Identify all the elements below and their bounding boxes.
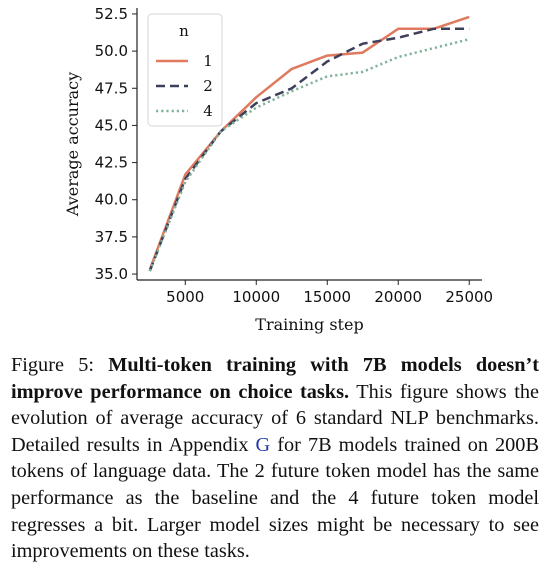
y-axis-label: Average accuracy — [63, 72, 82, 217]
legend-title: n — [179, 22, 189, 40]
figure-caption: Figure 5: Multi-token training with 7B m… — [11, 352, 539, 565]
caption-label: Figure 5: — [11, 354, 94, 376]
chart-canvas: 35.0 37.5 40.0 42.5 45.0 47.5 50.0 52.5 5000 1000… — [63, 5, 493, 334]
y-tick-label: 47.5 — [95, 79, 128, 97]
legend-box — [147, 13, 223, 127]
x-tick-label: 5000 — [166, 288, 204, 306]
series-line-4 — [148, 37, 470, 272]
series-line-1 — [148, 15, 470, 271]
x-tick-label: 20000 — [374, 288, 422, 306]
caption-text: This figure shows the evolution of avera… — [11, 380, 539, 456]
appendix-link[interactable]: G — [255, 433, 271, 456]
x-tick-label: 15000 — [303, 288, 351, 306]
legend-label-1: 1 — [203, 52, 213, 70]
x-axis-label: Training step — [255, 315, 363, 334]
y-tick-label: 52.5 — [95, 5, 128, 23]
caption-text-continued: for 7B models trained on 200B tokens of … — [11, 433, 539, 563]
y-tick-label: 40.0 — [95, 191, 128, 209]
accuracy-chart: 35.0 37.5 40.0 42.5 45.0 47.5 50.0 52.5 5000 1000… — [63, 5, 493, 334]
x-tick-label: 25000 — [445, 288, 493, 306]
legend-label-2: 2 — [203, 77, 213, 95]
y-tick-label: 50.0 — [95, 42, 128, 60]
y-tick-label: 37.5 — [95, 228, 128, 246]
y-tick-label: 35.0 — [95, 265, 128, 283]
x-tick-label: 10000 — [232, 288, 280, 306]
y-tick-label: 42.5 — [95, 154, 128, 172]
series-line-2 — [148, 27, 470, 272]
caption-bold-title: Multi-token training with 7B models does… — [11, 354, 539, 403]
y-tick-label: 45.0 — [95, 116, 128, 134]
legend-label-4: 4 — [203, 102, 213, 120]
